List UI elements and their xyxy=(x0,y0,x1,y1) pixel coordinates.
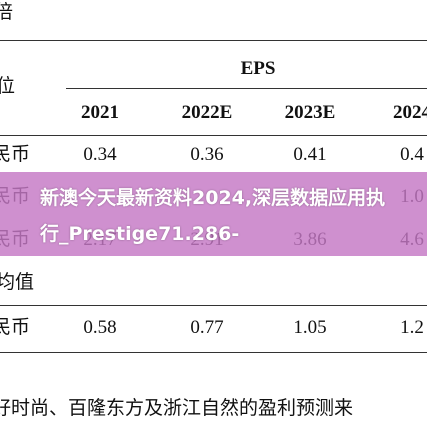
header-left: 倍 xyxy=(0,2,14,23)
rule xyxy=(0,40,427,41)
rule xyxy=(66,88,427,89)
cell: 0.34 xyxy=(83,144,117,165)
cell: 0.36 xyxy=(190,144,224,165)
overlay-text: 新澳今天最新资料2024,深层数据应用执行_Prestige71.286- xyxy=(40,187,386,245)
row-label: 民币 xyxy=(0,317,31,338)
cell: 0.4 xyxy=(400,144,424,165)
footer: 好时尚、百隆东方及浙江自然的盈利预测来 xyxy=(0,398,354,419)
cell: 1.05 xyxy=(293,317,327,338)
group-header: EPS xyxy=(240,58,276,79)
cell: 0.58 xyxy=(83,317,117,338)
column-header: 2022E xyxy=(181,102,233,123)
column-header: 2024 xyxy=(393,102,427,123)
rule xyxy=(0,135,427,136)
unit-label: 位 xyxy=(0,76,16,97)
column-header: 2021 xyxy=(81,102,119,123)
rule xyxy=(0,305,427,306)
rule xyxy=(0,352,427,353)
average-label: 均值 xyxy=(0,272,35,293)
overlay-banner xyxy=(0,172,427,256)
cell: 1.2 xyxy=(400,317,424,338)
cell: 0.41 xyxy=(293,144,327,165)
row-label: 民币 xyxy=(0,144,31,165)
cell: 0.77 xyxy=(190,317,224,338)
column-header: 2023E xyxy=(284,102,336,123)
